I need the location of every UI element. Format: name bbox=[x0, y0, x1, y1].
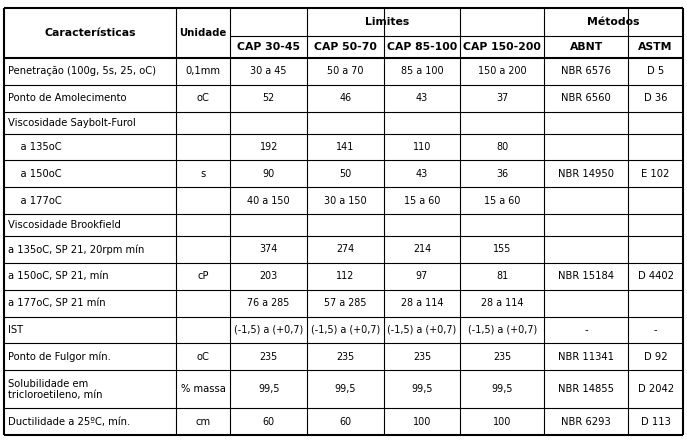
Text: 99,5: 99,5 bbox=[258, 384, 280, 394]
Text: 50: 50 bbox=[339, 169, 352, 179]
Text: NBR 6576: NBR 6576 bbox=[561, 66, 611, 76]
Text: 15 a 60: 15 a 60 bbox=[404, 196, 440, 206]
Text: 100: 100 bbox=[493, 416, 512, 427]
Text: D 92: D 92 bbox=[644, 352, 668, 362]
Text: % massa: % massa bbox=[181, 384, 225, 394]
Text: 112: 112 bbox=[336, 271, 354, 281]
Text: NBR 15184: NBR 15184 bbox=[559, 271, 614, 281]
Text: (-1,5) a (+0,7): (-1,5) a (+0,7) bbox=[387, 325, 457, 335]
Text: Unidade: Unidade bbox=[179, 28, 227, 38]
Text: 235: 235 bbox=[413, 352, 431, 362]
Text: 235: 235 bbox=[336, 352, 354, 362]
Text: (-1,5) a (+0,7): (-1,5) a (+0,7) bbox=[311, 325, 380, 335]
Text: (-1,5) a (+0,7): (-1,5) a (+0,7) bbox=[234, 325, 303, 335]
Text: 100: 100 bbox=[413, 416, 431, 427]
Text: 274: 274 bbox=[336, 245, 354, 254]
Text: E 102: E 102 bbox=[642, 169, 670, 179]
Text: s: s bbox=[201, 169, 205, 179]
Text: a 135oC, SP 21, 20rpm mín: a 135oC, SP 21, 20rpm mín bbox=[8, 244, 144, 255]
Text: a 150oC, SP 21, mín: a 150oC, SP 21, mín bbox=[8, 271, 109, 281]
Text: Ponto de Fulgor mín.: Ponto de Fulgor mín. bbox=[8, 352, 111, 362]
Text: NBR 14855: NBR 14855 bbox=[559, 384, 614, 394]
Text: 46: 46 bbox=[339, 93, 351, 103]
Text: 57 a 285: 57 a 285 bbox=[324, 298, 367, 308]
Text: CAP 30-45: CAP 30-45 bbox=[237, 42, 300, 52]
Text: NBR 14950: NBR 14950 bbox=[559, 169, 614, 179]
Text: 15 a 60: 15 a 60 bbox=[484, 196, 521, 206]
Text: Métodos: Métodos bbox=[587, 17, 640, 27]
Text: 60: 60 bbox=[262, 416, 275, 427]
Text: a 177oC, SP 21 mín: a 177oC, SP 21 mín bbox=[8, 298, 106, 308]
Text: 99,5: 99,5 bbox=[412, 384, 433, 394]
Text: D 2042: D 2042 bbox=[638, 384, 674, 394]
Text: Viscosidade Saybolt-Furol: Viscosidade Saybolt-Furol bbox=[8, 118, 136, 128]
Text: tricloroetileno, mín: tricloroetileno, mín bbox=[8, 389, 102, 400]
Text: a 135oC: a 135oC bbox=[8, 142, 62, 152]
Text: (-1,5) a (+0,7): (-1,5) a (+0,7) bbox=[468, 325, 537, 335]
Text: 60: 60 bbox=[339, 416, 351, 427]
Text: ASTM: ASTM bbox=[638, 42, 673, 52]
Text: a 177oC: a 177oC bbox=[8, 196, 62, 206]
Text: NBR 6293: NBR 6293 bbox=[561, 416, 611, 427]
Text: 36: 36 bbox=[496, 169, 508, 179]
Text: 192: 192 bbox=[260, 142, 278, 152]
Text: 99,5: 99,5 bbox=[491, 384, 513, 394]
Text: cm: cm bbox=[195, 416, 210, 427]
Text: 76 a 285: 76 a 285 bbox=[247, 298, 290, 308]
Text: -: - bbox=[585, 325, 588, 335]
Text: 0,1mm: 0,1mm bbox=[185, 66, 221, 76]
Text: 235: 235 bbox=[493, 352, 511, 362]
Text: Ponto de Amolecimento: Ponto de Amolecimento bbox=[8, 93, 126, 103]
Text: 374: 374 bbox=[260, 245, 278, 254]
Text: 80: 80 bbox=[496, 142, 508, 152]
Text: Solubilidade em: Solubilidade em bbox=[8, 379, 88, 389]
Text: ABNT: ABNT bbox=[570, 42, 603, 52]
Text: 214: 214 bbox=[413, 245, 431, 254]
Text: 52: 52 bbox=[262, 93, 275, 103]
Text: 30 a 150: 30 a 150 bbox=[324, 196, 367, 206]
Text: a 150oC: a 150oC bbox=[8, 169, 62, 179]
Text: 40 a 150: 40 a 150 bbox=[247, 196, 290, 206]
Text: Limites: Limites bbox=[365, 17, 409, 27]
Text: D 113: D 113 bbox=[641, 416, 671, 427]
Text: 110: 110 bbox=[413, 142, 431, 152]
Text: 235: 235 bbox=[260, 352, 278, 362]
Text: 37: 37 bbox=[496, 93, 508, 103]
Text: Viscosidade Brookfield: Viscosidade Brookfield bbox=[8, 220, 121, 230]
Text: IST: IST bbox=[8, 325, 23, 335]
Text: 43: 43 bbox=[416, 169, 428, 179]
Text: oC: oC bbox=[196, 352, 210, 362]
Text: 203: 203 bbox=[260, 271, 278, 281]
Text: Ductilidade a 25ºC, mín.: Ductilidade a 25ºC, mín. bbox=[8, 416, 131, 427]
Text: D 5: D 5 bbox=[647, 66, 664, 76]
Text: 141: 141 bbox=[336, 142, 354, 152]
Text: 85 a 100: 85 a 100 bbox=[401, 66, 443, 76]
Text: Penetração (100g, 5s, 25, oC): Penetração (100g, 5s, 25, oC) bbox=[8, 66, 156, 76]
Text: 50 a 70: 50 a 70 bbox=[327, 66, 363, 76]
Text: 28 a 114: 28 a 114 bbox=[401, 298, 443, 308]
Text: CAP 150-200: CAP 150-200 bbox=[463, 42, 541, 52]
Text: 90: 90 bbox=[262, 169, 275, 179]
Text: NBR 11341: NBR 11341 bbox=[559, 352, 614, 362]
Text: NBR 6560: NBR 6560 bbox=[561, 93, 611, 103]
Text: 99,5: 99,5 bbox=[335, 384, 356, 394]
Text: D 36: D 36 bbox=[644, 93, 667, 103]
Text: 97: 97 bbox=[416, 271, 428, 281]
Text: 155: 155 bbox=[493, 245, 512, 254]
Text: D 4402: D 4402 bbox=[638, 271, 674, 281]
Text: 81: 81 bbox=[496, 271, 508, 281]
Text: 30 a 45: 30 a 45 bbox=[251, 66, 287, 76]
Text: Características: Características bbox=[44, 28, 135, 38]
Text: 28 a 114: 28 a 114 bbox=[481, 298, 523, 308]
Text: oC: oC bbox=[196, 93, 210, 103]
Text: CAP 85-100: CAP 85-100 bbox=[387, 42, 457, 52]
Text: CAP 50-70: CAP 50-70 bbox=[314, 42, 376, 52]
Text: cP: cP bbox=[197, 271, 209, 281]
Text: 150 a 200: 150 a 200 bbox=[478, 66, 527, 76]
Text: -: - bbox=[654, 325, 657, 335]
Text: 43: 43 bbox=[416, 93, 428, 103]
